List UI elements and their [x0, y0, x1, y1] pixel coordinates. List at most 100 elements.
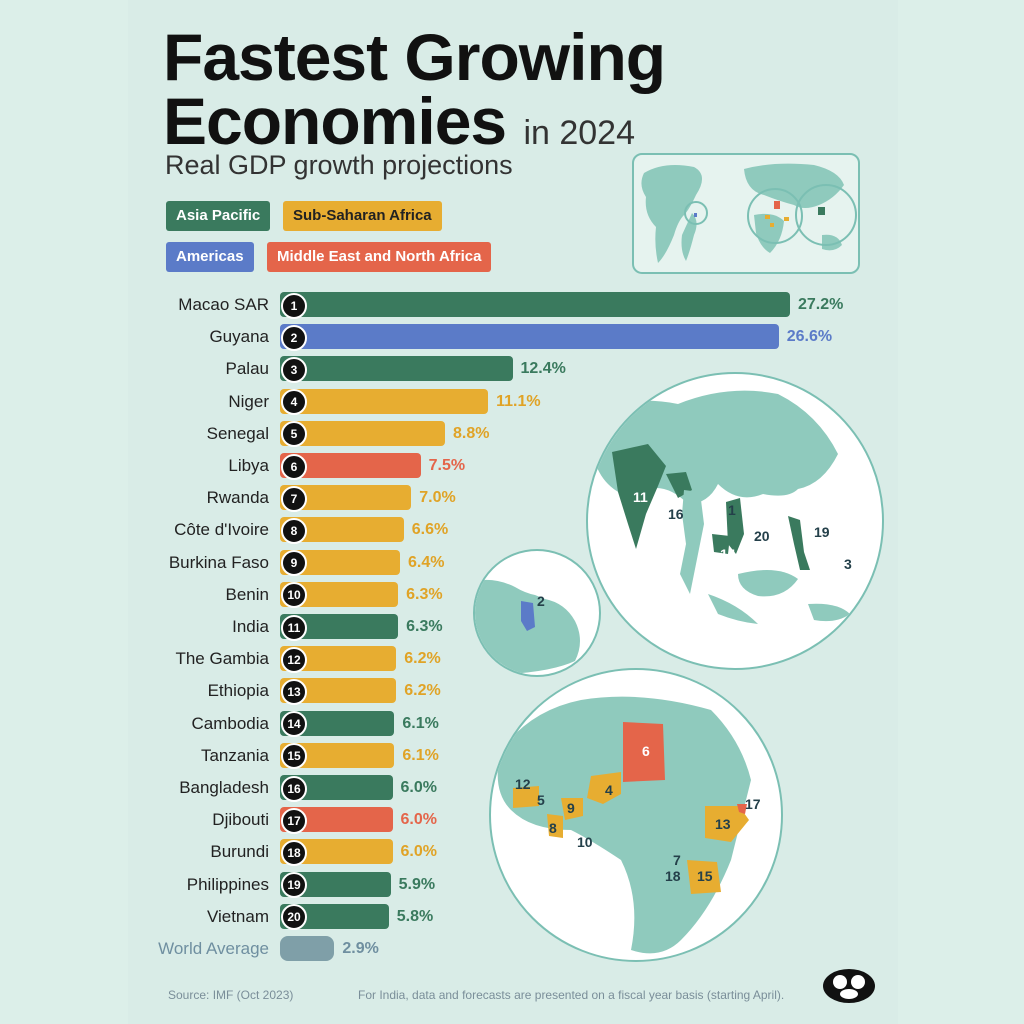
value-label: 12.4%	[520, 360, 566, 378]
map-label: 18	[665, 868, 681, 884]
map-label: 15	[697, 868, 713, 884]
title-main: Economies	[163, 84, 507, 158]
rank-badge: 19	[281, 872, 307, 899]
value-label: 6.0%	[400, 811, 437, 829]
map-label: 11	[633, 489, 648, 505]
value-label: 6.4%	[408, 553, 445, 571]
category-label: Libya	[228, 456, 269, 475]
subtitle: Real GDP growth projections	[165, 150, 513, 180]
asia-map-inset: 11 16 1 20 14 19 3	[586, 372, 884, 670]
rank-badge: 17	[281, 807, 307, 834]
rank-badge: 3	[281, 356, 307, 383]
category-label: Guyana	[209, 327, 269, 347]
map-label: 3	[844, 556, 852, 572]
rank-badge: 4	[281, 389, 307, 416]
rank-badge: 8	[281, 517, 307, 544]
rank-badge: 18	[281, 839, 307, 866]
value-label: 6.0%	[400, 779, 437, 796]
rank-badge: 20	[281, 904, 307, 931]
rank-badge: 15	[281, 743, 307, 770]
americas-map-inset: 2	[473, 549, 601, 677]
map-label: 1	[728, 502, 736, 518]
logo-icon	[822, 966, 876, 1004]
category-label: India	[232, 617, 269, 636]
value-label: 6.3%	[406, 618, 443, 635]
category-label: Ethiopia	[207, 681, 269, 701]
map-label: 2	[537, 593, 545, 609]
map-label: 13	[715, 816, 731, 832]
category-label: Vietnam	[206, 906, 269, 926]
value-label: 7.5%	[428, 457, 466, 474]
category-label: Macao SAR	[178, 295, 269, 314]
map-label: 9	[567, 800, 575, 816]
title-line-1: Fastest Growing	[163, 20, 666, 94]
map-label: 8	[549, 820, 557, 836]
legend-sub-saharan-africa: Sub-Saharan Africa	[283, 201, 442, 231]
value-label: 6.0%	[400, 843, 437, 861]
category-label: Senegal	[206, 423, 269, 443]
bar	[280, 420, 445, 446]
value-label: 2.9%	[342, 940, 379, 957]
rank-badge: 1	[281, 292, 307, 319]
category-label: Benin	[225, 584, 269, 604]
category-label: Palau	[225, 359, 269, 379]
category-label: World Average	[158, 939, 269, 958]
value-label: 6.1%	[402, 714, 439, 732]
map-label: 10	[577, 834, 593, 850]
rank-badge: 13	[281, 678, 307, 705]
rank-badge: 9	[281, 550, 307, 577]
value-label: 5.9%	[398, 875, 436, 893]
rank-badge: 6	[281, 453, 307, 480]
map-label: 17	[745, 796, 761, 812]
rank-badge: 7	[281, 485, 307, 512]
map-label: 6	[642, 743, 650, 759]
category-label: Niger	[228, 391, 269, 411]
bar	[280, 324, 779, 350]
value-label: 8.8%	[453, 424, 490, 442]
category-label: Côte d'Ivoire	[174, 520, 269, 540]
bar	[280, 292, 790, 317]
value-label: 6.2%	[404, 650, 441, 668]
category-label: The Gambia	[175, 649, 269, 669]
americas-map-icon	[475, 579, 580, 675]
value-label: 11.1%	[496, 392, 541, 410]
bar	[280, 936, 335, 961]
rank-badge: 14	[281, 711, 307, 738]
category-label: Burkina Faso	[168, 552, 269, 572]
category-label: Rwanda	[206, 488, 269, 508]
map-label: 5	[537, 792, 545, 808]
value-label: 6.6%	[411, 521, 449, 539]
value-label: 6.1%	[402, 746, 439, 764]
rank-badge: 5	[281, 421, 307, 448]
legend-asia-pacific: Asia Pacific	[166, 201, 271, 231]
bar	[280, 356, 513, 382]
rank-badge: 12	[281, 646, 307, 673]
bar	[280, 388, 489, 414]
world-map-inset	[632, 153, 860, 274]
legend-middle-east-north-africa: Middle East and North Africa	[267, 242, 492, 272]
map-label: 12	[515, 776, 531, 792]
category-label: Philippines	[186, 874, 269, 894]
world-map-icon	[641, 163, 857, 263]
map-label: 16	[668, 506, 684, 522]
value-label: 27.2%	[798, 296, 844, 313]
map-label: 14	[720, 546, 736, 562]
value-label: 6.3%	[406, 585, 443, 603]
value-label: 26.6%	[786, 328, 833, 346]
rank-badge: 16	[281, 775, 307, 802]
map-label: 4	[605, 782, 613, 798]
rank-badge: 10	[281, 582, 307, 609]
legend-americas: Americas	[166, 242, 254, 272]
value-label: 6.2%	[404, 682, 441, 700]
map-label: 20	[754, 528, 770, 544]
title-line-2: Economies in 2024	[163, 88, 635, 166]
category-label: Burundi	[210, 842, 269, 862]
rank-badge: 11	[281, 614, 307, 641]
source-note: Source: IMF (Oct 2023)	[168, 988, 294, 1002]
map-label: 7	[673, 852, 681, 868]
category-label: Bangladesh	[179, 778, 269, 797]
value-label: 5.8%	[396, 907, 434, 925]
category-label: Cambodia	[191, 713, 270, 733]
asia-map-icon	[588, 390, 850, 624]
